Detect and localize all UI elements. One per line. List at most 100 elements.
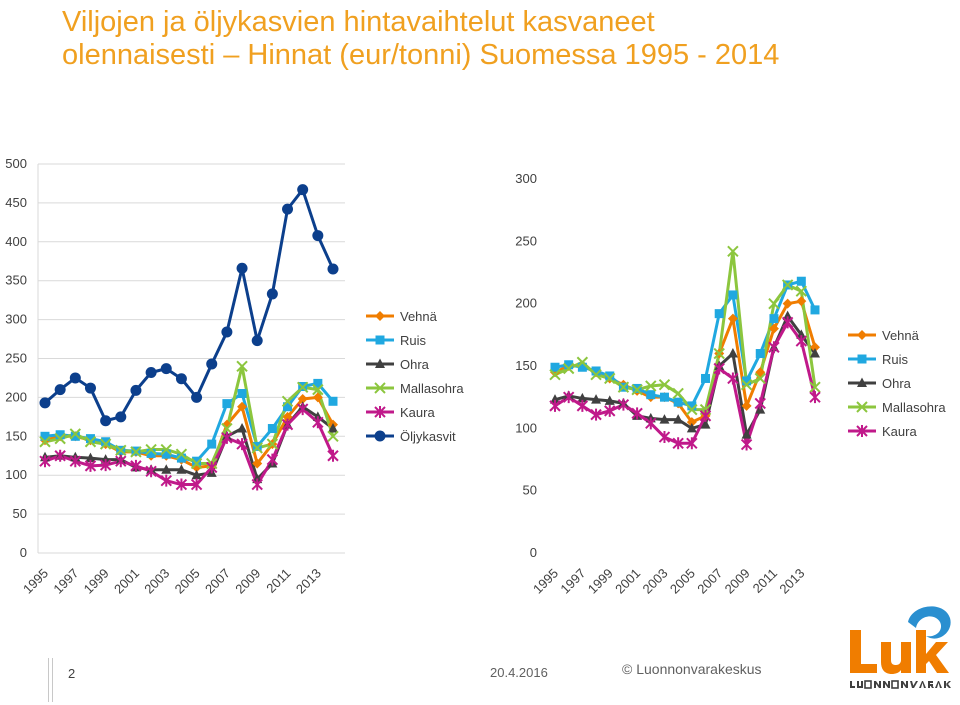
left-y-tick-200: 200 [5, 389, 27, 404]
left-point-mallasohra-2014 [327, 430, 339, 443]
right-legend-label-vehna: Vehnä [882, 328, 920, 343]
right-point-kaura-2005 [686, 437, 698, 450]
right-point-ruis-1998 [591, 366, 601, 376]
right-point-kaura-2010 [754, 397, 766, 410]
right-point-vehna-2012 [782, 298, 793, 309]
right-point-ruis-2005 [687, 401, 697, 411]
left-point-mallasohra-1997 [69, 428, 82, 440]
logo-swirl-icon [908, 606, 951, 639]
left-point-mallasohra-2008 [236, 360, 248, 372]
right-point-ohra-2008 [727, 348, 738, 358]
right-point-kaura-2001 [631, 407, 643, 420]
left-point-mallasohra-2000 [115, 444, 127, 457]
left-point-kaura-2002 [145, 465, 157, 478]
footer-divider [48, 658, 49, 702]
left-point-ruis-2011 [283, 402, 293, 412]
right-point-ruis-2010 [755, 349, 765, 359]
left-legend-label-ruis: Ruis [400, 333, 427, 348]
left-point-oljykasvit-1998 [84, 382, 96, 394]
right-chart-legend: Vehnä Ruis Ohra Mallasohra Kaura [848, 328, 946, 439]
left-point-ruis-2013 [313, 378, 323, 388]
left-point-mallasohra-2002 [145, 443, 157, 456]
left-point-kaura-2001 [130, 459, 142, 472]
footer-copyright: © Luonnonvarakeskus [622, 661, 762, 677]
right-series-line-kaura [554, 320, 817, 447]
left-point-mallasohra-2005 [190, 457, 203, 470]
left-y-tick-350: 350 [5, 273, 27, 288]
left-point-oljykasvit-2008 [236, 262, 248, 274]
left-point-oljykasvit-2007 [221, 326, 233, 338]
left-point-ruis-2005 [192, 456, 202, 466]
right-point-ohra-2014 [810, 348, 820, 358]
left-point-oljykasvit-1997 [69, 372, 81, 384]
right-y-tick-300: 300 [515, 171, 537, 186]
left-point-mallasohra-1996 [54, 432, 66, 445]
right-point-ohra-1997 [577, 392, 588, 403]
right-point-kaura-2013 [795, 335, 808, 348]
right-legend-label-kaura: Kaura [882, 424, 917, 439]
right-y-tick-100: 100 [515, 420, 537, 435]
right-point-vehna-2011 [768, 323, 779, 334]
left-x-tick-2005: 2005 [172, 566, 203, 597]
left-point-oljykasvit-1995 [39, 397, 51, 409]
right-legend-marker-mallasohra [856, 401, 868, 413]
left-point-vehna-2011 [282, 411, 293, 422]
right-point-ruis-2002 [646, 390, 656, 400]
left-point-oljykasvit-2005 [191, 391, 203, 403]
left-point-kaura-2011 [281, 418, 294, 431]
right-y-tick-250: 250 [515, 233, 537, 248]
left-point-oljykasvit-2014 [327, 263, 339, 275]
left-x-tick-2009: 2009 [232, 566, 263, 597]
right-point-ruis-2013 [796, 276, 806, 286]
right-x-tick-2011: 2011 [750, 566, 780, 596]
right-point-mallasohra-2007 [713, 347, 725, 360]
right-point-mallasohra-2012 [781, 279, 794, 291]
left-point-ruis-2009 [252, 441, 262, 451]
right-point-kaura-1995 [549, 399, 561, 412]
right-point-mallasohra-1999 [604, 372, 616, 385]
left-point-ruis-1999 [101, 437, 111, 447]
left-point-mallasohra-2012 [296, 381, 309, 393]
right-point-kaura-2011 [768, 341, 780, 354]
right-point-mallasohra-2002 [645, 380, 657, 392]
left-point-mallasohra-1999 [99, 438, 112, 450]
left-point-kaura-2007 [221, 431, 233, 444]
right-legend-marker-kaura [856, 425, 868, 437]
left-point-vehna-2009 [252, 458, 263, 469]
left-point-mallasohra-2011 [281, 395, 294, 407]
left-point-kaura-1996 [54, 449, 66, 462]
left-legend-label-ohra: Ohra [400, 357, 430, 372]
left-series-line-kaura [44, 407, 335, 487]
right-point-mallasohra-2009 [740, 378, 753, 391]
right-point-ohra-2004 [673, 414, 684, 424]
title-line-1: Viljojen ja öljykasvien hintavaihtelut k… [62, 6, 655, 38]
footer-date: 20.4.2016 [490, 665, 548, 680]
left-point-ruis-2003 [161, 449, 171, 459]
right-point-vehna-2013 [796, 296, 807, 307]
right-point-kaura-2006 [699, 409, 712, 422]
right-point-mallasohra-1998 [590, 369, 602, 381]
right-y-tick-50: 50 [523, 483, 537, 498]
left-point-mallasohra-2003 [160, 443, 172, 456]
right-x-tick-2001: 2001 [612, 566, 643, 597]
left-y-tick-500: 500 [5, 156, 27, 171]
right-point-vehna-2005 [686, 417, 697, 428]
right-legend-label-mallasohra: Mallasohra [882, 400, 946, 415]
slide-title: Viljojen ja öljykasvien hintavaihtelut k… [62, 6, 942, 72]
left-x-tick-2001: 2001 [111, 566, 142, 597]
left-price-chart: 0 50 100 150 200 250 300 350 400 450 500 1995 1997 19… [5, 156, 345, 597]
left-point-ohra-1998 [85, 452, 96, 463]
left-legend-marker-ohra [375, 358, 385, 368]
left-y-tick-250: 250 [5, 351, 27, 366]
right-price-chart: 0501001502002503001995199719992001200320… [515, 171, 821, 597]
left-x-tick-1997: 1997 [50, 566, 81, 597]
left-x-tick-2013: 2013 [293, 566, 324, 597]
right-point-mallasohra-1997 [576, 356, 589, 368]
left-point-oljykasvit-2002 [145, 367, 157, 379]
right-point-ohra-2006 [700, 419, 711, 429]
left-y-tick-300: 300 [5, 312, 27, 327]
left-point-oljykasvit-2010 [266, 288, 278, 300]
right-point-mallasohra-2011 [768, 297, 780, 310]
left-point-mallasohra-1998 [84, 436, 97, 448]
